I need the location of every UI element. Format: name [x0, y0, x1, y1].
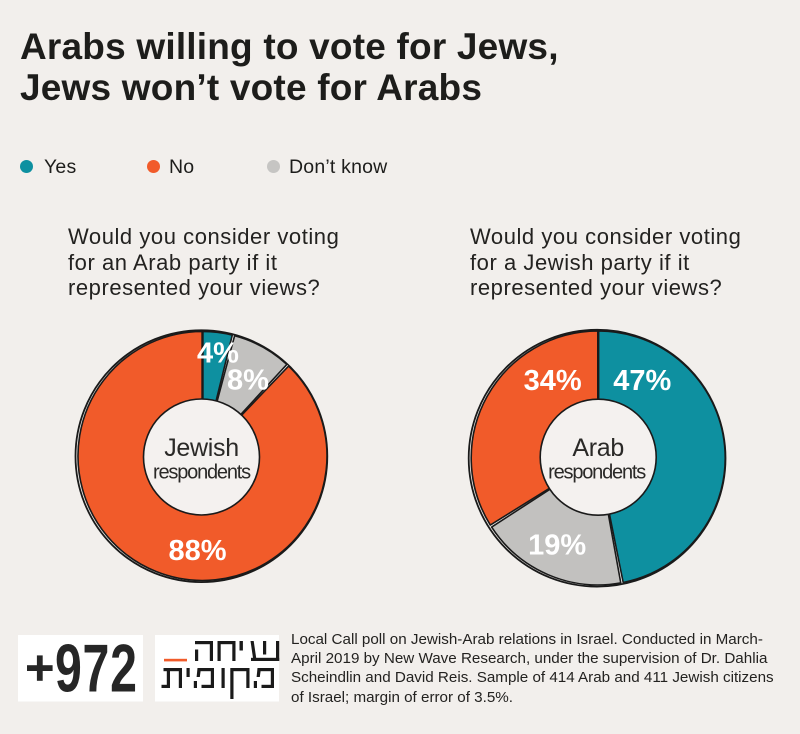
svg-text:Arab: Arab: [572, 434, 624, 462]
svg-text:8%: 8%: [227, 365, 269, 397]
svg-text:88%: 88%: [168, 535, 226, 567]
svg-text:respondents: respondents: [548, 462, 646, 484]
svg-text:Jewish: Jewish: [164, 434, 239, 462]
svg-text:4%: 4%: [197, 338, 239, 370]
svg-text:47%: 47%: [613, 365, 671, 397]
svg-text:respondents: respondents: [153, 462, 251, 484]
svg-text:19%: 19%: [528, 530, 586, 562]
svg-text:34%: 34%: [524, 365, 582, 397]
svg-text:972: 972: [55, 632, 138, 707]
